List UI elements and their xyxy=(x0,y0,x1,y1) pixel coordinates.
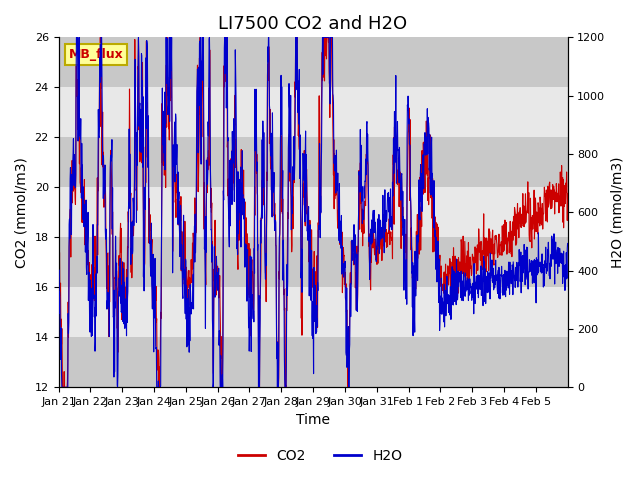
Legend: CO2, H2O: CO2, H2O xyxy=(232,443,408,468)
Y-axis label: H2O (mmol/m3): H2O (mmol/m3) xyxy=(611,156,625,268)
Bar xyxy=(58,288,568,337)
Bar xyxy=(58,87,568,137)
X-axis label: Time: Time xyxy=(296,413,330,427)
Y-axis label: CO2 (mmol/m3): CO2 (mmol/m3) xyxy=(15,157,29,268)
Bar xyxy=(58,137,568,187)
Bar xyxy=(58,187,568,237)
Bar xyxy=(58,337,568,387)
Title: LI7500 CO2 and H2O: LI7500 CO2 and H2O xyxy=(218,15,408,33)
Bar xyxy=(58,237,568,288)
Bar xyxy=(58,37,568,87)
Text: MB_flux: MB_flux xyxy=(68,48,124,61)
